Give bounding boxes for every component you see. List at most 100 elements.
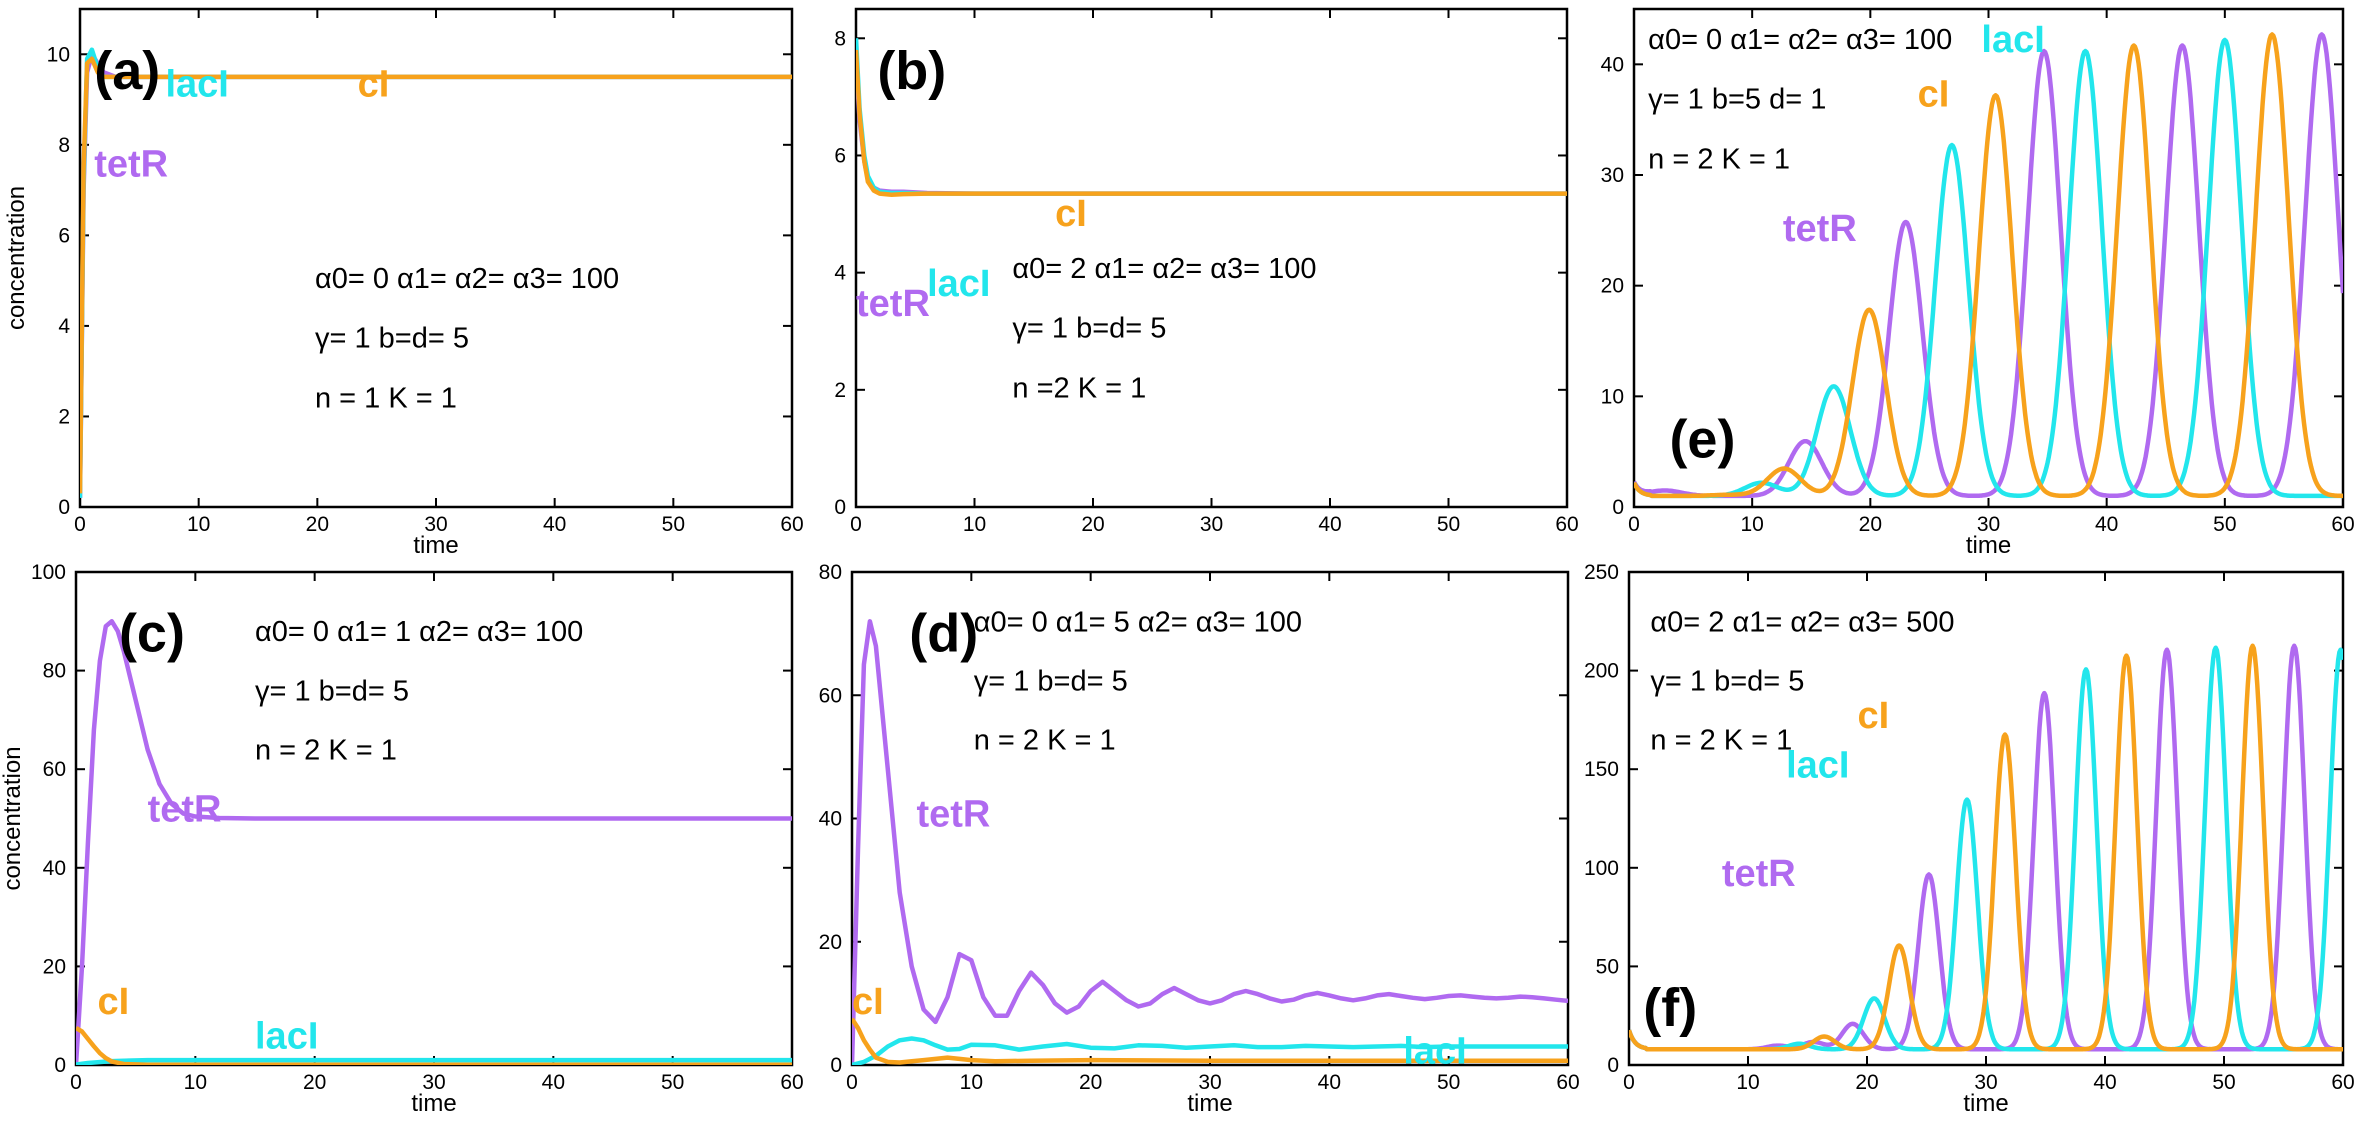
x-tick-label: 0	[1628, 513, 1640, 536]
series-label-tetr: tetR	[94, 143, 168, 185]
series-label-tetr: tetR	[856, 283, 930, 325]
series-label-tetr: tetR	[148, 789, 222, 831]
panel-letter: (e)	[1669, 409, 1735, 469]
y-tick-label: 20	[43, 955, 66, 978]
panel-letter: (f)	[1643, 978, 1697, 1038]
series-line-ci	[76, 1026, 792, 1065]
series-line-ci	[80, 56, 792, 494]
y-tick-label: 40	[819, 808, 842, 831]
series-label-ci: cI	[1857, 695, 1889, 737]
y-axis-title: concentration	[0, 746, 26, 890]
x-tick-label: 30	[1198, 1071, 1221, 1094]
series-label-ci: cI	[97, 981, 129, 1023]
x-tick-label: 20	[303, 1071, 326, 1094]
series-label-ci: cI	[358, 64, 390, 106]
x-tick-label: 30	[1200, 513, 1223, 536]
y-tick-label: 0	[830, 1054, 842, 1077]
param-line: n = 2 K = 1	[1648, 143, 1790, 175]
panel-c: 0 10 20 30 40 50 60 0 20 40 60 80 100 time concentrati…	[0, 561, 804, 1117]
y-tick-label: 20	[819, 931, 842, 954]
x-tick-label: 60	[2331, 1071, 2354, 1094]
param-line: α0= 0 α1= α2= α3= 100	[1648, 24, 1952, 56]
x-tick-label: 40	[542, 1071, 565, 1094]
y-tick-label: 100	[31, 561, 66, 584]
param-line: n = 2 K = 1	[974, 725, 1116, 757]
x-tick-label: 30	[422, 1071, 445, 1094]
x-tick-label: 50	[2213, 513, 2236, 536]
y-tick-label: 2	[58, 405, 70, 428]
series-label-ci: cI	[1055, 193, 1087, 235]
x-tick-label: 0	[70, 1071, 82, 1094]
series-label-laci: lacI	[1981, 19, 2044, 61]
param-line: α0= 0 α1= 5 α2= α3= 100	[974, 606, 1302, 638]
y-tick-label: 8	[58, 134, 70, 157]
x-tick-label: 60	[2331, 513, 2354, 536]
panel-letter: (c)	[119, 603, 185, 663]
series-line-laci	[856, 38, 1567, 196]
x-tick-label: 50	[2212, 1071, 2235, 1094]
series-label-laci: lacI	[1403, 1030, 1466, 1072]
param-line: γ= 1 b=d= 5	[255, 675, 409, 707]
x-tick-label: 10	[960, 1071, 983, 1094]
panel-f: 0 10 20 30 40 50 60 0 50 100 150 200 250 time (f) cIlac…	[1584, 561, 2355, 1117]
series-label-ci: cI	[1918, 74, 1950, 116]
x-tick-label: 30	[424, 513, 447, 536]
y-tick-label: 4	[58, 315, 70, 338]
y-tick-label: 4	[834, 262, 846, 285]
y-tick-label: 100	[1584, 857, 1619, 880]
param-line: γ= 1 b=d= 5	[1012, 313, 1166, 345]
panel-letter: (a)	[94, 41, 160, 101]
x-axis-title: time	[1963, 1090, 2008, 1117]
series-line-tetr	[852, 619, 1568, 1065]
series-label-laci: lacI	[255, 1015, 318, 1057]
x-tick-label: 10	[963, 513, 986, 536]
param-line: γ= 1 b=d= 5	[315, 323, 469, 355]
y-tick-label: 60	[43, 758, 66, 781]
series-line-ci	[852, 1017, 1568, 1065]
x-tick-label: 10	[184, 1071, 207, 1094]
x-tick-label: 0	[850, 513, 862, 536]
x-tick-label: 60	[1555, 513, 1578, 536]
y-tick-label: 250	[1584, 561, 1619, 584]
param-line: γ= 1 b=d= 5	[974, 665, 1128, 697]
x-tick-label: 30	[1977, 513, 2000, 536]
x-tick-label: 40	[2095, 513, 2118, 536]
param-line: n =2 K = 1	[1012, 372, 1146, 404]
y-tick-label: 20	[1601, 275, 1624, 298]
y-tick-label: 6	[834, 144, 846, 167]
series-line-tetr	[76, 619, 792, 1065]
x-tick-label: 40	[543, 513, 566, 536]
x-tick-label: 50	[662, 513, 685, 536]
panel-letter: (b)	[877, 41, 946, 101]
x-tick-label: 60	[780, 513, 803, 536]
y-tick-label: 80	[819, 561, 842, 584]
y-tick-label: 60	[819, 684, 842, 707]
param-line: α0= 0 α1= α2= α3= 100	[315, 263, 619, 295]
series-label-tetr: tetR	[1783, 208, 1857, 250]
x-tick-label: 50	[1437, 513, 1460, 536]
x-tick-label: 0	[1623, 1071, 1635, 1094]
x-tick-label: 20	[1859, 513, 1882, 536]
y-tick-label: 200	[1584, 660, 1619, 683]
x-tick-label: 60	[1556, 1071, 1579, 1094]
param-line: n = 2 K = 1	[255, 734, 397, 766]
series-label-laci: lacI	[927, 263, 990, 305]
x-tick-label: 30	[1974, 1071, 1997, 1094]
x-tick-label: 40	[1318, 513, 1341, 536]
param-line: n = 2 K = 1	[1650, 725, 1792, 757]
y-tick-label: 8	[834, 27, 846, 50]
series-line-ci	[856, 49, 1567, 197]
x-axis-title: time	[413, 532, 458, 559]
y-tick-label: 50	[1596, 955, 1619, 978]
panel-d: 0 10 20 30 40 50 60 0 20 40 60 80 time (d) tetR cI lacI α…	[819, 561, 1580, 1117]
series-label-laci: lacI	[165, 64, 228, 106]
series-label-ci: cI	[852, 981, 884, 1023]
y-tick-label: 0	[1612, 496, 1624, 519]
x-tick-label: 50	[661, 1071, 684, 1094]
x-tick-label: 0	[846, 1071, 858, 1094]
x-axis-title: time	[411, 1090, 456, 1117]
y-tick-label: 40	[43, 857, 66, 880]
x-tick-label: 10	[1736, 1071, 1759, 1094]
